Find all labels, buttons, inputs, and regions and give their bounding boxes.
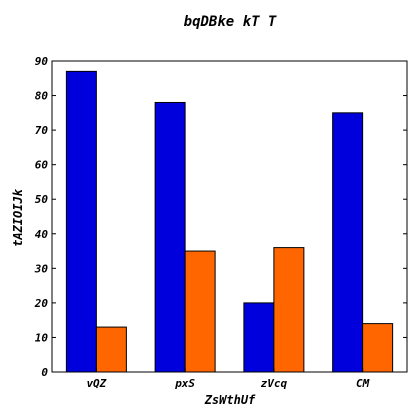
bar-vQZ-series-2 [95,326,127,373]
y-tick-label: 0 [41,366,48,379]
y-tick-label: 20 [34,297,49,310]
bar-zVcq-series-2 [273,247,305,373]
bar-pxS-series-2 [184,250,216,373]
y-axis-ticks: 0 10 20 30 40 50 60 70 80 90 [34,55,407,379]
x-tick-label: vQZ [86,377,106,390]
chart-title: bqDBke kT T [184,14,277,30]
bar-CM-series-2 [362,323,394,373]
bar-zVcq-series-1 [243,302,275,373]
bar-CM-series-1 [332,112,364,373]
y-tick-label: 50 [35,193,49,206]
y-axis-label: tAZIOIJk [11,188,25,247]
bar-vQZ-series-1 [65,70,97,373]
y-tick-label: 30 [34,262,49,275]
bars-group [65,70,394,373]
x-tick-label: zVcq [261,377,288,390]
bar-pxS-series-1 [154,101,186,373]
x-axis-ticks: vQZ pxS zVcq CM [86,368,370,390]
x-tick-label: CM [356,377,370,390]
y-tick-label: 90 [35,55,49,68]
y-tick-label: 10 [35,331,49,344]
x-axis-label: ZsWthUf [204,393,256,407]
y-tick-label: 40 [35,228,49,241]
y-tick-label: 80 [35,90,49,103]
plot-frame [51,60,408,373]
x-tick-label: pxS [174,377,195,390]
y-tick-label: 70 [35,124,49,137]
y-tick-label: 60 [35,159,49,172]
